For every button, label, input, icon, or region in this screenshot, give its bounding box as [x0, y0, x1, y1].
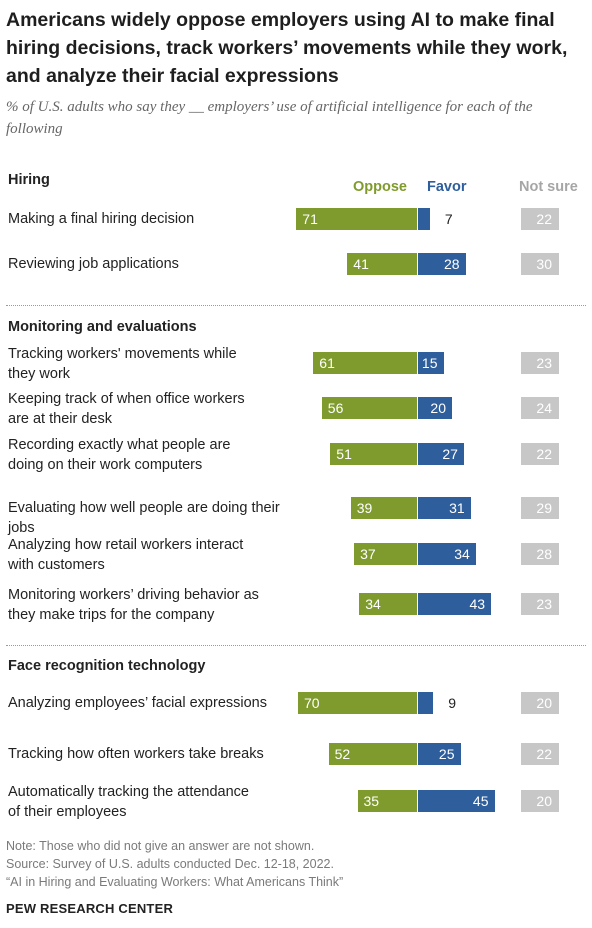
favor-bar: 25: [418, 743, 461, 765]
oppose-bar: 34: [359, 593, 417, 615]
footer-note: Note: Those who did not give an answer a…: [6, 839, 315, 853]
section-title: Hiring: [8, 172, 50, 188]
favor-bar: 34: [418, 543, 476, 565]
row-label: Evaluating how well people are doing the…: [8, 500, 280, 536]
favor-bar: 20: [418, 397, 452, 419]
row-label: Monitoring workers’ driving behavior as t…: [8, 587, 259, 623]
oppose-bar: 37: [354, 543, 417, 565]
oppose-bar: 52: [328, 743, 417, 765]
favor-bar: [418, 208, 430, 230]
chart-title: Americans widely oppose employers using …: [6, 9, 568, 87]
oppose-bar: 70: [298, 692, 417, 714]
favor-bar: 27: [418, 443, 464, 465]
section-divider: [6, 305, 586, 306]
favor-bar: [418, 692, 434, 714]
not-sure-bar: 23: [521, 352, 559, 374]
section-title: Monitoring and evaluations: [8, 319, 197, 335]
not-sure-bar: 20: [521, 692, 559, 714]
chart-subtitle: % of U.S. adults who say they __ employe…: [6, 99, 533, 137]
row-label: Analyzing employees’ facial expressions: [8, 695, 267, 711]
favor-bar: 28: [418, 253, 466, 275]
not-sure-bar: 22: [521, 208, 559, 230]
oppose-bar: 41: [347, 253, 417, 275]
row-label: Reviewing job applications: [8, 256, 179, 272]
oppose-bar: 39: [350, 497, 417, 519]
row-label: Analyzing how retail workers interact wit…: [8, 537, 244, 573]
favor-bar: 43: [418, 593, 492, 615]
oppose-bar: 35: [357, 790, 417, 812]
favor-bar: 45: [418, 790, 495, 812]
pew-research-center-logo: PEW RESEARCH CENTER: [6, 901, 174, 916]
oppose-bar: 56: [321, 397, 417, 419]
not-sure-bar: 29: [521, 497, 559, 519]
legend-not-sure: Not sure: [519, 179, 578, 195]
legend-favor: Favor: [427, 179, 467, 195]
favor-bar: 31: [418, 497, 471, 519]
not-sure-bar: 30: [521, 253, 559, 275]
not-sure-bar: 23: [521, 593, 559, 615]
favor-value-label: 7: [444, 211, 453, 227]
footer-report: “AI in Hiring and Evaluating Workers: Wh…: [6, 875, 344, 889]
not-sure-bar: 28: [521, 543, 559, 565]
favor-bar: 15: [418, 352, 444, 374]
oppose-bar: 71: [296, 208, 417, 230]
legend-oppose: Oppose: [353, 179, 407, 195]
row-label: Keeping track of when office workers are …: [8, 391, 245, 427]
favor-value-label: 9: [448, 695, 457, 711]
oppose-bar: 61: [313, 352, 417, 374]
row-label: Tracking workers' movements while they wo…: [8, 346, 237, 382]
row-label: Making a final hiring decision: [8, 211, 195, 227]
row-label: Tracking how often workers take breaks: [8, 746, 264, 762]
not-sure-bar: 24: [521, 397, 559, 419]
not-sure-bar: 22: [521, 443, 559, 465]
oppose-bar: 51: [330, 443, 417, 465]
row-label: Recording exactly what people are doing o…: [8, 437, 231, 473]
section-title: Face recognition technology: [8, 658, 206, 674]
section-divider: [6, 645, 586, 646]
not-sure-bar: 20: [521, 790, 559, 812]
footer-source: Source: Survey of U.S. adults conducted …: [6, 857, 334, 871]
row-label: Automatically tracking the attendance of …: [8, 784, 249, 820]
not-sure-bar: 22: [521, 743, 559, 765]
